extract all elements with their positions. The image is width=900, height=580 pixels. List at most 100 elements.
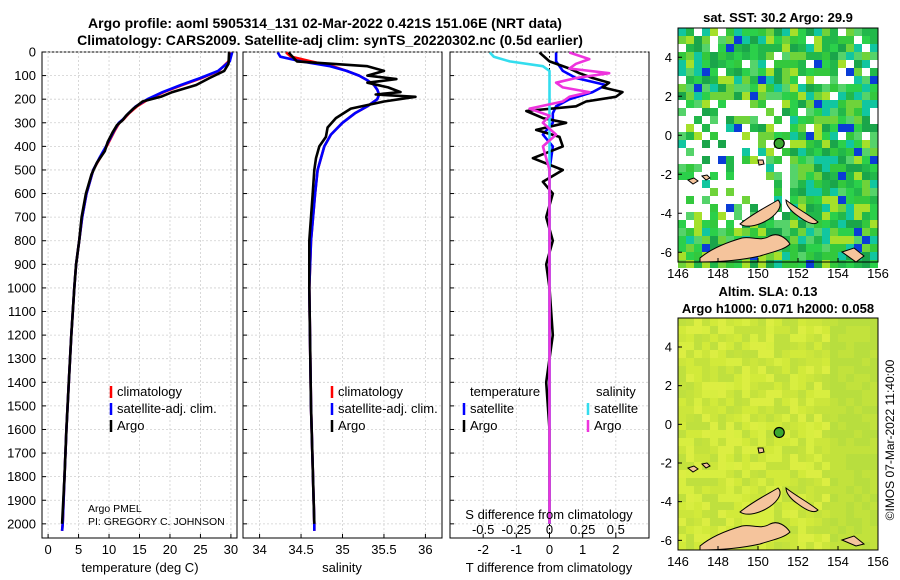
map-cell: [734, 350, 742, 358]
map-cell: [862, 76, 870, 84]
new-britain-shape: [739, 487, 781, 515]
map-cell: [710, 28, 718, 36]
map-cell: [750, 28, 758, 36]
map-cell: [870, 318, 878, 326]
map-cell: [830, 236, 838, 244]
map-cell: [742, 438, 750, 446]
map-cell: [702, 156, 710, 164]
salinity-xlabel: salinity: [322, 560, 362, 575]
map-cell: [702, 502, 710, 510]
map-cell: [806, 92, 814, 100]
depth-tick-label: 1400: [7, 375, 36, 390]
map-cell: [806, 28, 814, 36]
map-cell: [830, 398, 838, 406]
map-cell: [838, 116, 846, 124]
map-cell: [806, 342, 814, 350]
map-cell: [734, 212, 742, 220]
map-cell: [766, 446, 774, 454]
map-cell: [782, 542, 790, 550]
map-cell: [830, 68, 838, 76]
map-cell: [830, 518, 838, 526]
map-cell: [838, 414, 846, 422]
map-cell: [870, 398, 878, 406]
map-cell: [830, 156, 838, 164]
map-cell: [734, 84, 742, 92]
map-cell: [798, 510, 806, 518]
map-cell: [710, 358, 718, 366]
map-cell: [742, 390, 750, 398]
map-cell: [814, 204, 822, 212]
legend-t-argo-label: Argo: [470, 418, 497, 433]
map-cell: [726, 406, 734, 414]
map-lon-tick-label: 150: [747, 266, 769, 281]
map-cell: [774, 84, 782, 92]
map-cell: [734, 92, 742, 100]
map-cell: [742, 44, 750, 52]
map-cell: [782, 220, 790, 228]
map-cell: [702, 228, 710, 236]
map-cell: [830, 526, 838, 534]
map-cell: [830, 470, 838, 478]
map-cell: [774, 318, 782, 326]
map-cell: [726, 470, 734, 478]
map-cell: [678, 454, 686, 462]
map-cell: [854, 334, 862, 342]
map-cell: [710, 398, 718, 406]
map-cell: [742, 454, 750, 462]
map-cell: [822, 542, 830, 550]
map-cell: [742, 350, 750, 358]
map-cell: [854, 502, 862, 510]
map-cell: [838, 390, 846, 398]
map-cell: [702, 398, 710, 406]
map-cell: [678, 228, 686, 236]
map-cell: [822, 180, 830, 188]
map-cell: [830, 486, 838, 494]
map-cell: [694, 252, 702, 260]
depth-tick-label: 1600: [7, 422, 36, 437]
map-cell: [694, 334, 702, 342]
map-cell: [870, 342, 878, 350]
map-cell: [686, 358, 694, 366]
map-cell: [814, 196, 822, 204]
map-cell: [822, 244, 830, 252]
map-cell: [798, 244, 806, 252]
map-cell: [862, 28, 870, 36]
map-cell: [774, 228, 782, 236]
map-cell: [822, 326, 830, 334]
map-cell: [814, 252, 822, 260]
map-cell: [798, 188, 806, 196]
map-cell: [870, 164, 878, 172]
depth-tick-label: 1700: [7, 446, 36, 461]
map-lat-tick-label: 4: [665, 50, 672, 65]
map-cell: [678, 446, 686, 454]
map-cell: [686, 494, 694, 502]
map-cell: [774, 334, 782, 342]
depth-tick-label: 400: [14, 139, 36, 154]
map-cell: [798, 52, 806, 60]
map-cell: [710, 366, 718, 374]
map-cell: [774, 462, 782, 470]
map-cell: [790, 486, 798, 494]
map-cell: [758, 252, 766, 260]
map-cell: [742, 326, 750, 334]
map-cell: [862, 100, 870, 108]
map-cell: [846, 350, 854, 358]
map-cell: [686, 76, 694, 84]
x-tick-label: 5: [75, 542, 82, 557]
map-cell: [734, 318, 742, 326]
map-cell: [862, 430, 870, 438]
map-cell: [774, 374, 782, 382]
map-cell: [718, 334, 726, 342]
map-cell: [718, 236, 726, 244]
map-cell: [854, 100, 862, 108]
map-cell: [702, 236, 710, 244]
map-cell: [766, 510, 774, 518]
map-cell: [854, 116, 862, 124]
map-cell: [702, 260, 710, 268]
map-cell: [710, 470, 718, 478]
map-cell: [766, 148, 774, 156]
map-cell: [702, 510, 710, 518]
map-cell: [806, 438, 814, 446]
sst-map-lon-tick-labels: 146 148 150 152 154 156: [667, 258, 889, 281]
map-cell: [862, 164, 870, 172]
